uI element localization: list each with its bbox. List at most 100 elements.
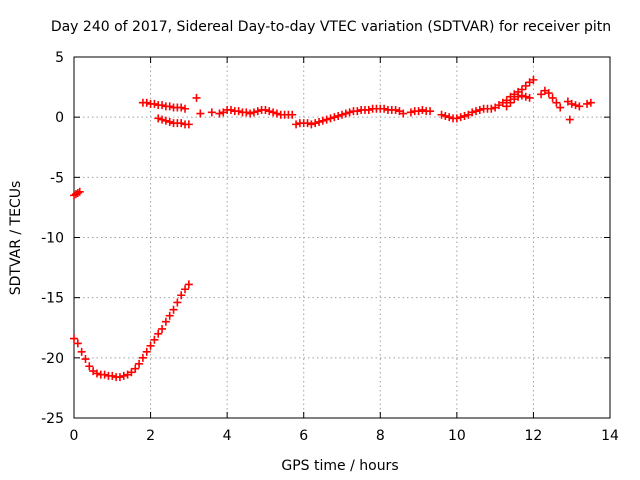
data-point xyxy=(468,108,477,117)
data-point xyxy=(169,305,178,314)
data-point xyxy=(115,373,124,382)
y-tick-label: -15 xyxy=(41,291,64,307)
data-point xyxy=(184,120,193,129)
data-point xyxy=(207,108,216,117)
data-point xyxy=(150,99,159,108)
data-point xyxy=(184,280,193,289)
data-point xyxy=(583,99,592,108)
x-tick-label: 10 xyxy=(448,428,466,444)
data-point xyxy=(154,114,163,123)
data-point xyxy=(322,115,331,124)
data-point xyxy=(92,369,101,378)
series-late-low xyxy=(502,91,534,111)
data-point xyxy=(452,114,461,123)
data-point xyxy=(567,99,576,108)
data-point xyxy=(261,105,270,114)
data-point xyxy=(292,120,301,129)
data-point xyxy=(475,105,484,114)
data-point xyxy=(234,107,243,116)
x-tick-label: 14 xyxy=(601,428,619,444)
data-point xyxy=(575,102,584,111)
data-point xyxy=(565,115,574,124)
data-point xyxy=(85,362,94,371)
data-point xyxy=(158,101,167,110)
data-point xyxy=(269,108,278,117)
data-point xyxy=(517,91,526,100)
data-point xyxy=(288,110,297,119)
data-point xyxy=(196,109,205,118)
data-point xyxy=(127,368,136,377)
data-point xyxy=(146,341,155,350)
data-point xyxy=(303,119,312,128)
data-point xyxy=(311,119,320,128)
y-tick-label: -20 xyxy=(41,351,64,367)
data-point xyxy=(345,108,354,117)
data-point xyxy=(173,298,182,307)
data-point xyxy=(246,109,255,118)
data-points xyxy=(70,75,595,382)
y-tick-label: -10 xyxy=(41,231,64,247)
data-point xyxy=(158,115,167,124)
data-point xyxy=(529,75,538,84)
data-point xyxy=(142,98,151,107)
grid xyxy=(74,57,610,418)
data-point xyxy=(177,291,186,300)
data-point xyxy=(100,370,109,379)
data-point xyxy=(353,107,362,116)
data-point xyxy=(586,98,595,107)
series-end-scatter xyxy=(537,86,595,124)
series-early-offset xyxy=(70,187,84,200)
x-tick-label: 8 xyxy=(376,428,385,444)
data-point xyxy=(158,324,167,333)
data-point xyxy=(81,355,90,364)
data-point xyxy=(73,339,82,348)
series-upper-arc xyxy=(138,98,190,113)
data-point xyxy=(521,92,530,101)
data-point xyxy=(364,105,373,114)
data-point xyxy=(472,107,480,116)
data-point xyxy=(119,371,128,380)
data-point xyxy=(131,364,140,373)
x-axis-label: GPS time / hours xyxy=(281,458,398,474)
data-point xyxy=(272,109,281,118)
chart-title: Day 240 of 2017, Sidereal Day-to-day VTE… xyxy=(51,19,611,35)
data-point xyxy=(108,371,117,380)
data-point xyxy=(165,102,174,111)
y-tick-label: 5 xyxy=(55,50,64,66)
data-point xyxy=(445,113,454,122)
data-point xyxy=(426,107,435,116)
series-mid-day xyxy=(192,93,408,129)
x-tick-label: 0 xyxy=(70,428,79,444)
data-point xyxy=(75,187,84,196)
data-point xyxy=(138,353,147,362)
data-point xyxy=(330,113,339,122)
data-point xyxy=(307,120,316,129)
y-tick-label: -25 xyxy=(41,411,64,427)
data-point xyxy=(265,107,274,116)
x-tick-label: 12 xyxy=(525,428,543,444)
data-point xyxy=(177,103,186,112)
data-point xyxy=(537,90,546,99)
data-point xyxy=(181,104,190,113)
data-point xyxy=(341,109,350,118)
data-point xyxy=(326,114,335,123)
data-point xyxy=(318,116,327,125)
series-deep-arc xyxy=(70,280,193,382)
data-point xyxy=(70,334,78,343)
data-point xyxy=(177,119,186,128)
data-point xyxy=(456,113,465,122)
data-point xyxy=(506,98,515,107)
data-point xyxy=(242,108,251,117)
data-point xyxy=(514,92,523,101)
data-point xyxy=(552,98,561,107)
data-point xyxy=(334,111,343,120)
data-point xyxy=(521,81,530,90)
data-point xyxy=(556,103,565,112)
x-tick-label: 4 xyxy=(223,428,232,444)
data-point xyxy=(77,347,86,356)
data-point xyxy=(487,104,496,113)
data-point xyxy=(154,329,163,338)
data-point xyxy=(548,93,557,102)
data-point xyxy=(181,285,190,294)
data-point xyxy=(460,111,469,120)
